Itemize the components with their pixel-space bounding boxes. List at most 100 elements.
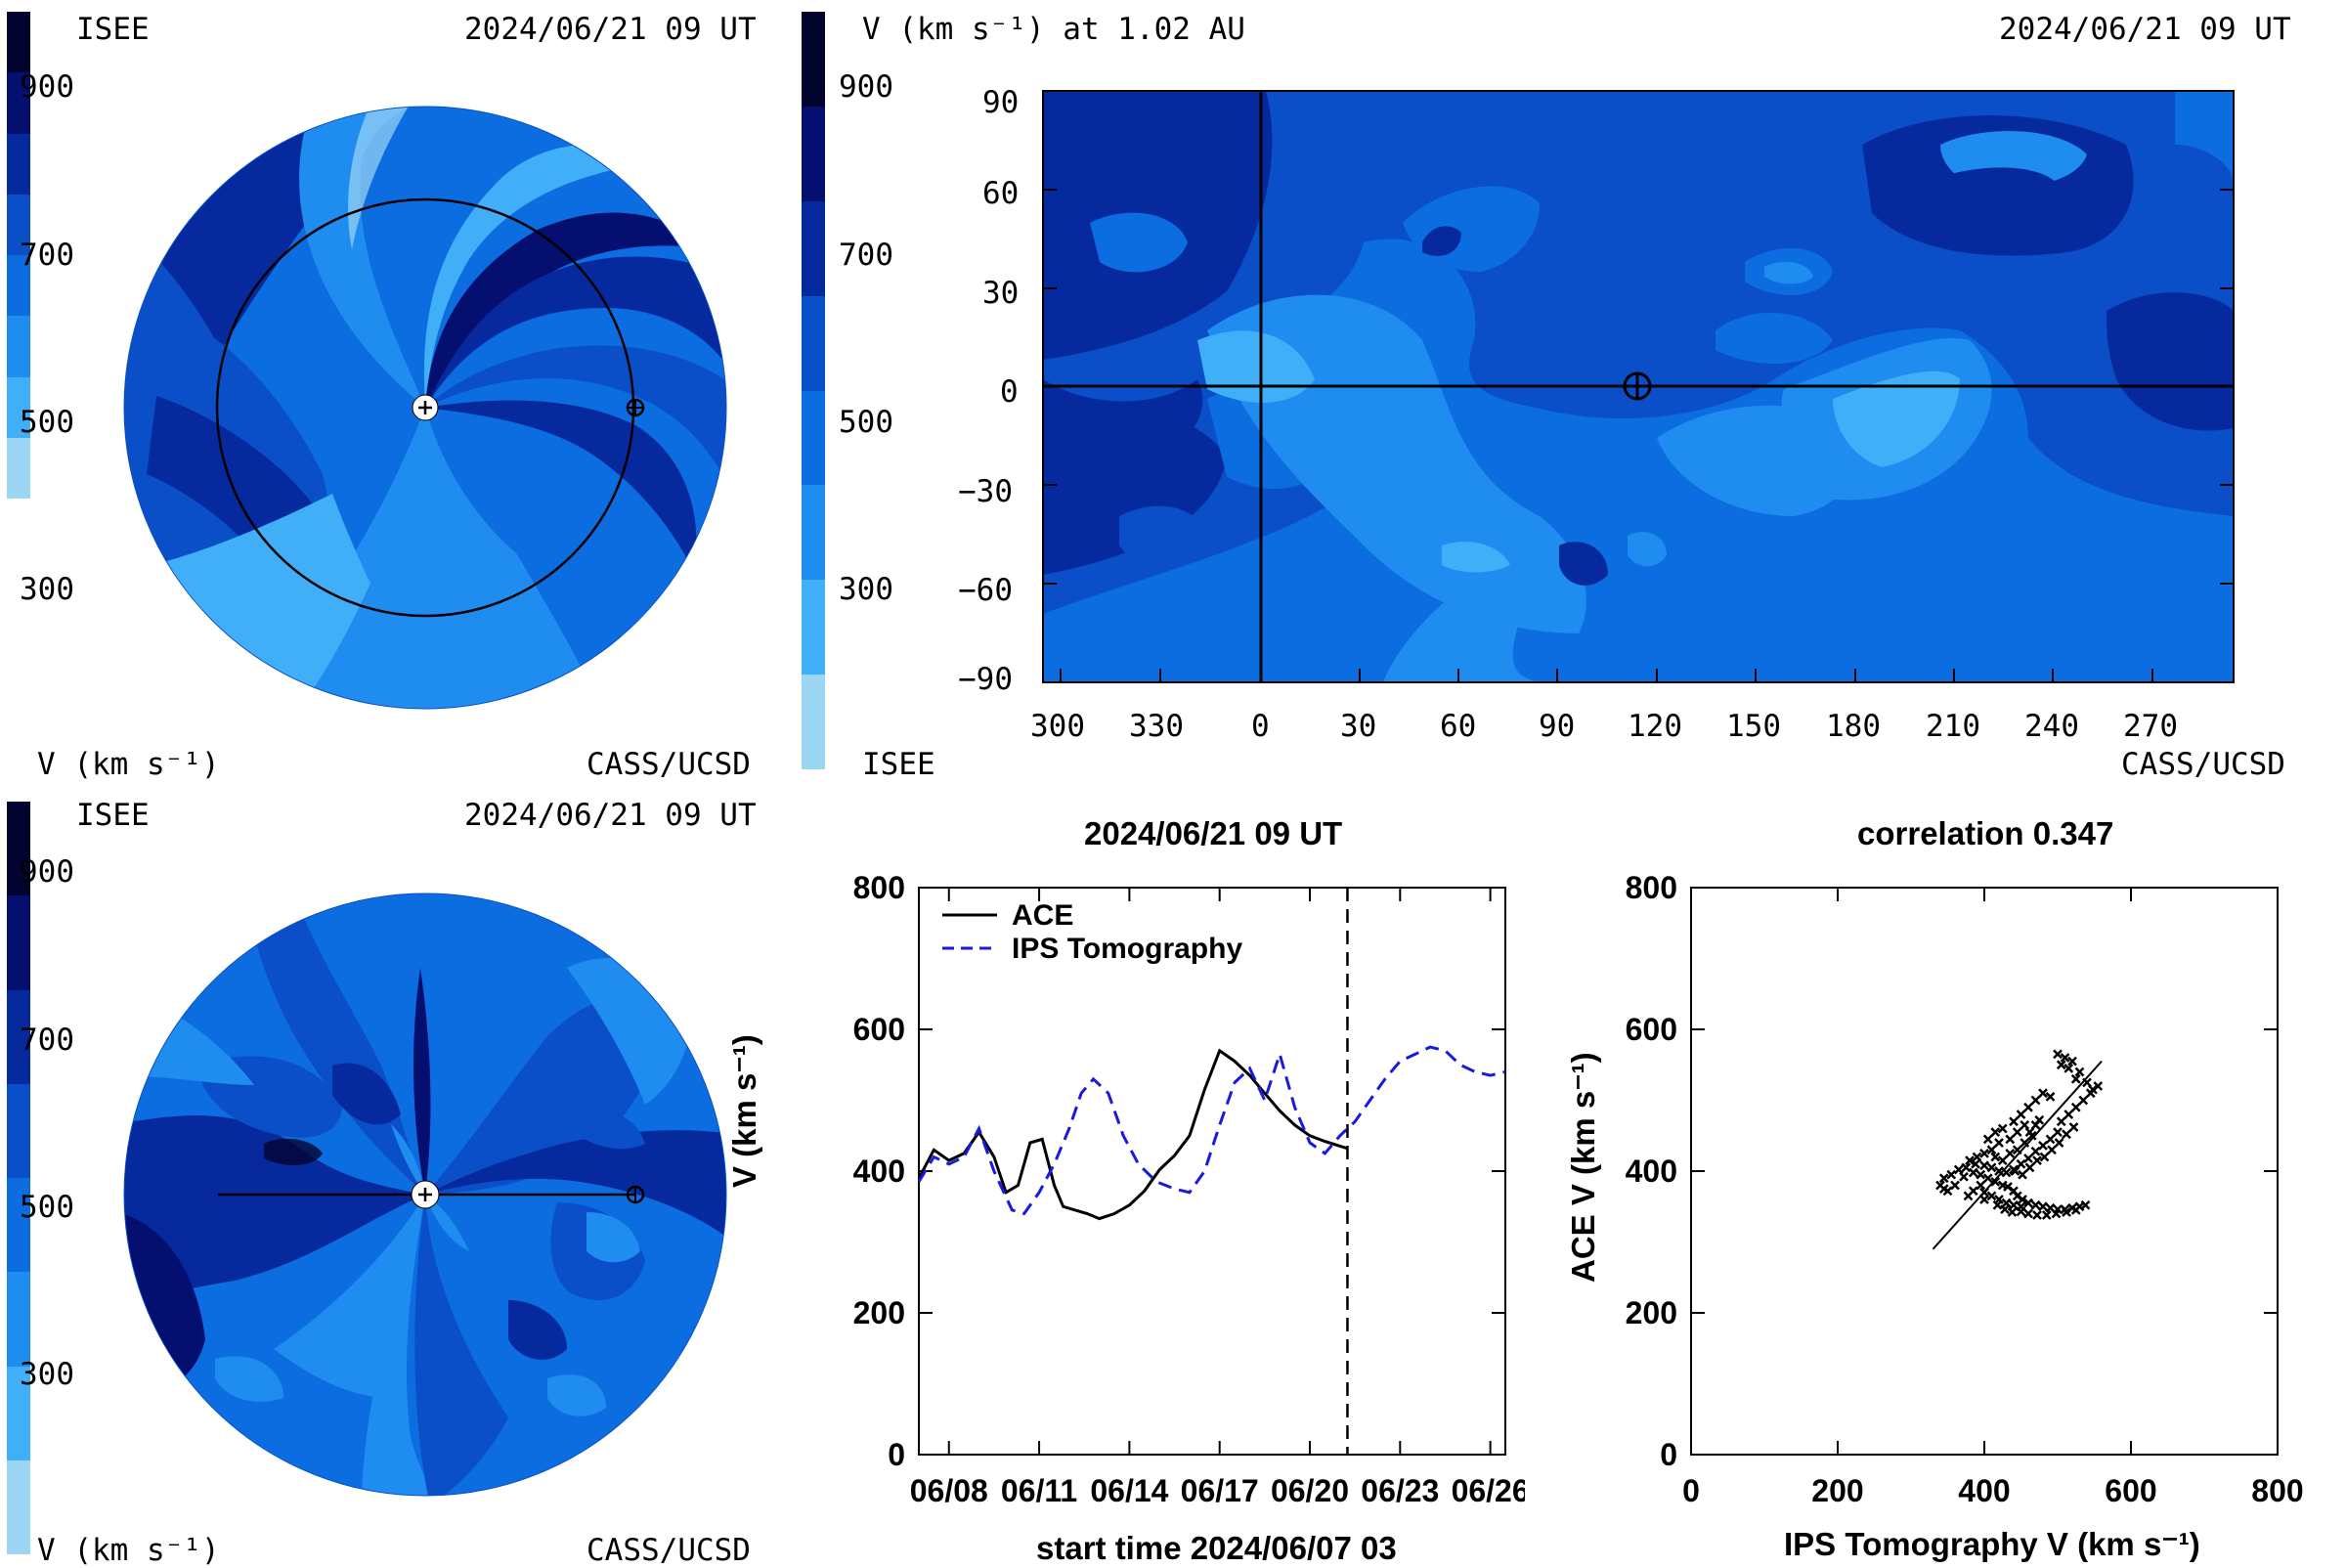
scatter-point bbox=[2016, 1201, 2026, 1212]
ecliptic-colorbar-unit: V (km s⁻¹) bbox=[37, 747, 220, 782]
synoptic-y-tick: 30 bbox=[982, 276, 1020, 311]
timeseries-title: 2024/06/21 09 UT bbox=[1084, 815, 1343, 851]
scatter-point bbox=[1997, 1155, 2008, 1166]
timeseries-x-tick-label: 06/20 bbox=[1271, 1473, 1349, 1508]
legend-label: IPS Tomography bbox=[1012, 933, 1242, 965]
scatter-xlabel: IPS Tomography V (km s⁻¹) bbox=[1784, 1526, 2200, 1562]
scatter-point bbox=[2060, 1053, 2070, 1063]
synoptic-x-tick: 120 bbox=[1628, 709, 1682, 744]
scatter-point bbox=[2010, 1166, 2020, 1176]
synoptic-colorbar bbox=[802, 12, 825, 769]
scatter-point bbox=[1979, 1160, 1989, 1171]
scatter-y-tick-label: 0 bbox=[1660, 1437, 1677, 1472]
synoptic-x-tick: 240 bbox=[2024, 709, 2079, 744]
scatter-point bbox=[2005, 1148, 2016, 1158]
scatter-point bbox=[2041, 1210, 2052, 1220]
meridional-cbar-tick-700: 700 bbox=[20, 1023, 74, 1058]
timeseries-plot-frame bbox=[918, 887, 1506, 1456]
synoptic-y-tick: 90 bbox=[982, 85, 1020, 120]
scatter-point bbox=[2038, 1088, 2048, 1099]
scatter-point bbox=[1961, 1162, 1972, 1173]
timeseries-x-tick-label: 06/11 bbox=[1001, 1473, 1077, 1508]
scatter-point bbox=[2018, 1169, 2027, 1180]
synoptic-y-tick: 0 bbox=[1000, 374, 1019, 410]
synoptic-cbar-tick-700: 700 bbox=[839, 238, 893, 273]
scatter-point bbox=[1986, 1191, 1997, 1201]
timeseries-x-tick-label: 06/23 bbox=[1361, 1473, 1439, 1508]
synoptic-y-tick: −60 bbox=[958, 573, 1013, 608]
meridional-cbar-tick-500: 500 bbox=[20, 1190, 74, 1225]
meridional-cbar-tick-900: 900 bbox=[20, 854, 74, 890]
timeseries-y-tick-label: 400 bbox=[853, 1154, 905, 1189]
scatter-point bbox=[1971, 1158, 1980, 1169]
meridional-cbar-tick-300: 300 bbox=[20, 1357, 74, 1392]
ecliptic-speed-map bbox=[123, 106, 727, 710]
timeseries-x-tick-label: 06/14 bbox=[1090, 1473, 1168, 1508]
scatter-x-tick-label: 800 bbox=[2251, 1473, 2303, 1508]
scatter-point bbox=[2023, 1198, 2033, 1208]
scatter-point bbox=[2026, 1130, 2037, 1141]
scatter-point bbox=[2009, 1116, 2019, 1127]
ips-tomography-series-line bbox=[917, 1045, 1506, 1216]
scatter-x-tick-label: 200 bbox=[1811, 1473, 1863, 1508]
timeseries-y-tick-label: 0 bbox=[888, 1437, 905, 1472]
scatter-point bbox=[1950, 1180, 1960, 1191]
scatter-y-tick-label: 200 bbox=[1626, 1295, 1677, 1330]
scatter-point bbox=[2034, 1114, 2045, 1125]
synoptic-title: V (km s⁻¹) at 1.02 AU bbox=[862, 12, 1245, 47]
scatter-ylabel: ACE V (km s⁻¹) bbox=[1565, 1052, 1601, 1283]
scatter-point bbox=[2045, 1091, 2056, 1102]
scatter-point bbox=[2070, 1073, 2081, 1084]
synoptic-cbar-tick-300: 300 bbox=[839, 572, 893, 607]
scatter-y-tick-label: 400 bbox=[1626, 1154, 1677, 1189]
scatter-point bbox=[1959, 1171, 1969, 1182]
scatter-point bbox=[2047, 1145, 2057, 1155]
ecliptic-colorbar bbox=[7, 12, 30, 499]
scatter-point bbox=[2009, 1199, 2019, 1210]
scatter-point bbox=[1938, 1173, 1949, 1184]
ecliptic-credit: CASS/UCSD bbox=[586, 747, 751, 782]
scatter-point bbox=[1963, 1191, 1974, 1201]
scatter-point bbox=[2023, 1208, 2033, 1219]
ecliptic-timestamp: 2024/06/21 09 UT bbox=[464, 12, 757, 47]
timeseries-y-tick-label: 800 bbox=[853, 870, 905, 905]
scatter-point bbox=[2067, 1056, 2077, 1067]
synoptic-y-tick: −90 bbox=[958, 662, 1013, 697]
timeseries-chart: 0 200 400 600 800 06/08 06/11 06/14 06/17 06/20 06… bbox=[853, 870, 1525, 1508]
scatter-point bbox=[2051, 1208, 2062, 1219]
scatter-point bbox=[2074, 1067, 2085, 1077]
scatter-x-tick-label: 600 bbox=[2105, 1473, 2156, 1508]
scatter-point bbox=[1972, 1152, 1982, 1162]
scatter-point bbox=[2062, 1129, 2071, 1140]
scatter-point bbox=[2016, 1110, 2026, 1119]
synoptic-x-tick: 150 bbox=[1726, 709, 1781, 744]
scatter-point bbox=[2030, 1199, 2041, 1210]
scatter-point bbox=[1979, 1195, 1989, 1204]
synoptic-x-tick: 300 bbox=[1030, 709, 1085, 744]
scatter-point bbox=[2038, 1141, 2048, 1151]
scatter-point bbox=[2045, 1134, 2056, 1145]
synoptic-x-tick: 270 bbox=[2123, 709, 2178, 744]
scatter-point bbox=[2023, 1102, 2033, 1112]
scatter-point bbox=[2018, 1195, 2027, 1204]
scatter-point bbox=[2068, 1122, 2079, 1132]
scatter-point bbox=[2070, 1204, 2081, 1215]
synoptic-credit: CASS/UCSD bbox=[2121, 747, 2285, 782]
scatter-point bbox=[1990, 1176, 2001, 1187]
scatter-point bbox=[2038, 1201, 2048, 1212]
scatter-point bbox=[2024, 1162, 2035, 1173]
scatter-point bbox=[1953, 1164, 1964, 1175]
scatter-point bbox=[2078, 1095, 2089, 1106]
scatter-point bbox=[1997, 1123, 2008, 1134]
scatter-point bbox=[1990, 1127, 2001, 1138]
scatter-point bbox=[2039, 1152, 2050, 1162]
scatter-point bbox=[2007, 1207, 2018, 1217]
scatter-point bbox=[2012, 1127, 2022, 1138]
scatter-point bbox=[2005, 1134, 2016, 1145]
scatter-y-tick-label: 800 bbox=[1626, 870, 1677, 905]
scatter-point bbox=[2020, 1119, 2030, 1130]
synoptic-x-tick: 60 bbox=[1440, 709, 1477, 744]
scatter-point bbox=[1979, 1148, 1989, 1158]
synoptic-cbar-tick-500: 500 bbox=[839, 405, 893, 440]
scatter-point bbox=[1992, 1199, 2003, 1210]
